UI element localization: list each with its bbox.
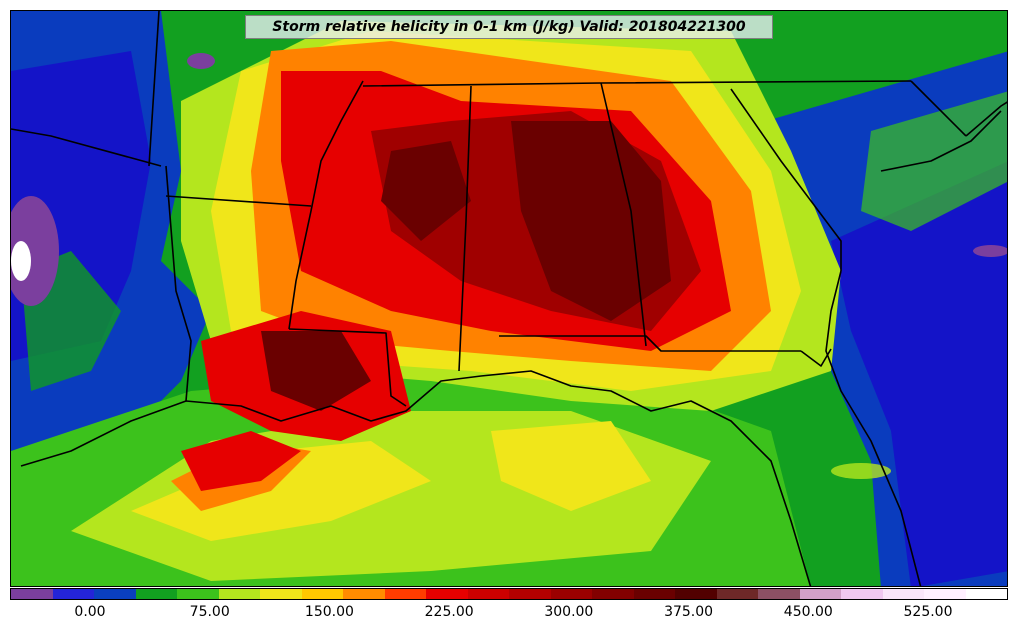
field-gulf-yellow-2 [491, 421, 651, 511]
colorbar-segment [924, 589, 966, 599]
colorbar-segment [301, 589, 343, 599]
border-ar-la [165, 195, 312, 207]
colorbar-segment [426, 589, 468, 599]
colorbar [10, 588, 1008, 600]
map-panel [10, 10, 1008, 587]
colorbar-segment [135, 589, 177, 599]
field-gulf-yellow [131, 441, 431, 541]
border-la-ms [288, 328, 407, 407]
colorbar-tick-label: 0.00 [74, 604, 106, 620]
colorbar-tick-label: 525.00 [903, 604, 953, 620]
colorbar-segment [467, 589, 509, 599]
colorbar-segment [11, 589, 53, 599]
field-purple-spot-nw [187, 53, 215, 69]
field-deep-blue-east [831, 161, 1007, 586]
border-texas-oklahoma [11, 128, 162, 167]
colorbar-segment [965, 589, 1007, 599]
field-sw-red [181, 431, 301, 491]
border-ms-al [458, 85, 472, 372]
colorbar-segment [592, 589, 634, 599]
border-al-ga [600, 82, 647, 347]
colorbar-segment [343, 589, 385, 599]
colorbar-segment [633, 589, 675, 599]
field-purple-spot-fl [831, 463, 891, 479]
colorbar-tick-label: 225.00 [424, 604, 474, 620]
field-central-maroon-2 [381, 141, 471, 241]
colorbar-segment [758, 589, 800, 599]
colorbar-tick-label: 150.00 [304, 604, 354, 620]
colorbar-tick-label: 375.00 [664, 604, 714, 620]
colorbar-segment [799, 589, 841, 599]
colorbar-segment [882, 589, 924, 599]
field-green-east [861, 91, 1007, 231]
map-title: Storm relative helicity in 0-1 km (J/kg)… [245, 15, 773, 39]
field-purple-spot-east [973, 245, 1007, 257]
colorbar-tick-label: 300.00 [544, 604, 594, 620]
helicity-map [11, 11, 1007, 586]
border-mississippi-river [288, 80, 364, 330]
colorbar-segment [52, 589, 94, 599]
colorbar-segment [260, 589, 302, 599]
colorbar-segment [716, 589, 758, 599]
colorbar-segment [550, 589, 592, 599]
colorbar-segment [384, 589, 426, 599]
colorbar-segment [177, 589, 219, 599]
border-ok-ar-west [148, 11, 160, 167]
colorbar-segment [841, 589, 883, 599]
colorbar-tick-label: 450.00 [783, 604, 833, 620]
field-white-spot-west [11, 241, 31, 281]
colorbar-segment [94, 589, 136, 599]
field-central-maroon [511, 121, 671, 321]
field-louisiana-maroon [261, 331, 371, 411]
state-borders [11, 11, 1007, 586]
coastline-gulf [20, 370, 812, 586]
border-tx-la [165, 165, 192, 402]
colorbar-segment [675, 589, 717, 599]
colorbar-tick-label: 75.00 [189, 604, 230, 620]
border-nc-sc [910, 80, 967, 137]
border-al-fl [499, 335, 801, 352]
border-ga-sc [730, 88, 842, 271]
coastline-atlantic [825, 270, 922, 586]
colorbar-segment [509, 589, 551, 599]
coastline-nc [880, 110, 1002, 172]
colorbar-segment [218, 589, 260, 599]
coastline-se [965, 101, 1007, 137]
